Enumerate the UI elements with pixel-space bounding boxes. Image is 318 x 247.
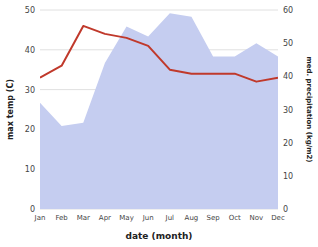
x-tick-label: Apr	[99, 214, 111, 222]
y2-axis-label: med. precipitation (kg/m2)	[305, 56, 313, 162]
y2-tick-label: 0	[283, 205, 288, 214]
y-tick-label: 20	[25, 125, 35, 134]
x-tick-label: Oct	[229, 214, 241, 222]
plot-area	[40, 13, 278, 209]
grid-line	[40, 10, 278, 11]
chart: 0 10 20 30 40 50 0 10 20 30 40 50 60 Jan Feb Mar Apr May J…	[0, 0, 318, 247]
x-tick-label: Jan	[34, 214, 46, 222]
y-tick-label: 50	[25, 6, 35, 15]
y2-tick-label: 40	[283, 72, 293, 81]
x-tick-label: Dec	[271, 214, 285, 222]
y2-tick-label: 20	[283, 139, 293, 148]
x-axis-label: date (month)	[126, 231, 193, 241]
chart-container: 0 10 20 30 40 50 0 10 20 30 40 50 60 Jan Feb Mar Apr May J…	[0, 0, 318, 247]
y2-tick-label: 50	[283, 39, 293, 48]
x-tick-label: Aug	[185, 214, 199, 222]
y-tick-label: 40	[25, 46, 35, 55]
x-tick-label: Jul	[165, 214, 175, 222]
x-tick-label: Mar	[77, 214, 90, 222]
temp-line	[40, 26, 278, 82]
y2-tick-label: 60	[283, 6, 293, 15]
y-tick-label: 10	[25, 165, 35, 174]
y2-tick-label: 10	[283, 172, 293, 181]
precip-area	[40, 13, 278, 209]
x-tick-label: Sep	[206, 214, 220, 222]
y-tick-label: 0	[30, 205, 35, 214]
y-axis-label: max temp (C)	[6, 79, 15, 140]
x-tick-label: May	[119, 214, 133, 222]
x-tick-label: Nov	[250, 214, 264, 222]
page: {"chart_data": {"type": "line", "x_label…	[0, 0, 318, 247]
x-tick-label: Jun	[142, 214, 154, 222]
x-tick-label: Feb	[55, 214, 68, 222]
y2-tick-label: 30	[283, 106, 293, 115]
y-tick-label: 30	[25, 86, 35, 95]
